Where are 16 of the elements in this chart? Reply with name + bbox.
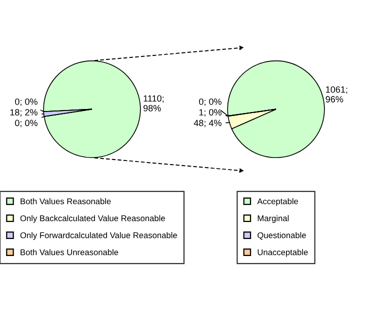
legend-label: Unacceptable (258, 249, 308, 257)
text: 0; 0% (199, 98, 222, 106)
data-label: 1110; 98% (143, 95, 164, 112)
text: 0; 0% (15, 98, 38, 106)
data-label: 48; 4% (194, 120, 222, 128)
legend-label: Only Forwardcalculated Value Reasonable (20, 232, 177, 240)
data-label: 18; 2% (10, 109, 38, 117)
legend-label: Questionable (258, 232, 306, 240)
legend-label: Marginal (258, 215, 289, 223)
legend-label: Both Values Reasonable (20, 198, 111, 204)
data-label: 1061; 96% (326, 86, 348, 102)
legend-label: Only Backcalculated Value Reasonable (20, 215, 165, 223)
legend-label: Both Values Unreasonable (20, 249, 118, 256)
data-label: 1; 0% (199, 109, 222, 117)
legend-label: Acceptable (257, 198, 298, 206)
text: 0; 0% (15, 120, 38, 128)
